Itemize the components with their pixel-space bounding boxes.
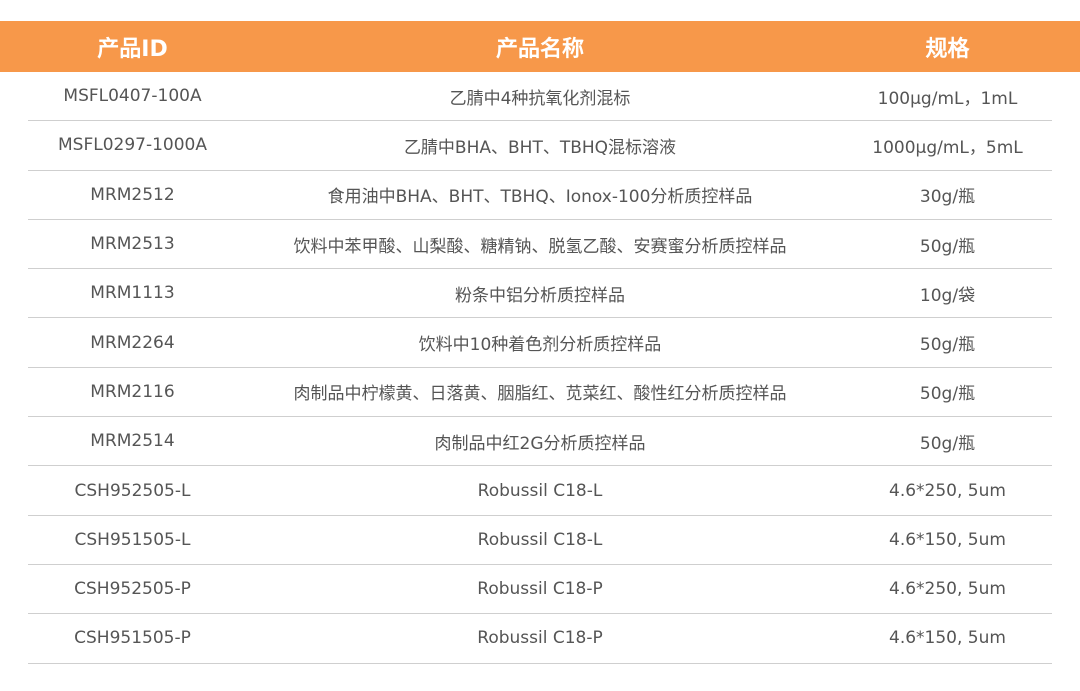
- cell-product-id: CSH951505-P: [74, 628, 191, 649]
- cell-spec: 1000μg/mL，5mL: [872, 137, 1023, 158]
- cell-product-id: MRM2116: [90, 381, 175, 402]
- cell-spec: 50g/瓶: [919, 335, 976, 356]
- cell-product-id: CSH952505-L: [74, 480, 191, 501]
- cell-product-id: MRM2513: [90, 234, 175, 255]
- cell-spec: 50g/瓶: [919, 236, 976, 257]
- table-row: CSH951505-P Robussil C18-P 4.6*150, 5um: [28, 614, 1052, 664]
- cell-product-name: 食用油中BHA、BHT、TBHQ、Ionox-100分析质控样品: [327, 187, 753, 208]
- table-row: MRM2116 肉制品中柠檬黄、日落黄、胭脂红、苋菜红、酸性红分析质控样品 50g/…: [28, 368, 1052, 418]
- table-row: CSH952505-L Robussil C18-L 4.6*250, 5um: [28, 466, 1052, 516]
- table-row: CSH951505-L Robussil C18-L 4.6*150, 5um: [28, 516, 1052, 565]
- cell-product-id: CSH952505-P: [74, 579, 191, 600]
- cell-product-id: MSFL0297-1000A: [58, 135, 207, 156]
- cell-product-name: 粉条中铝分析质控样品: [455, 285, 625, 306]
- cell-product-id: CSH951505-L: [74, 529, 191, 550]
- product-table-body: MSFL0407-100A 乙腈中4种抗氧化剂混标 100μg/mL，1mL MSFL…: [0, 72, 1080, 664]
- table-header: 产品ID 产品名称 规格: [0, 21, 1080, 72]
- cell-spec: 50g/瓶: [919, 433, 976, 454]
- table-row: MRM2264 饮料中10种着色剂分析质控样品 50g/瓶: [28, 318, 1052, 368]
- cell-product-id: MRM2512: [90, 184, 175, 205]
- cell-product-name: 乙腈中BHA、BHT、TBHQ混标溶液: [403, 137, 677, 158]
- table-row: MSFL0297-1000A 乙腈中BHA、BHT、TBHQ混标溶液 1000μg/…: [28, 121, 1052, 171]
- table-row: MRM2514 肉制品中红2G分析质控样品 50g/瓶: [28, 417, 1052, 467]
- header-product-id: 产品ID: [97, 36, 168, 62]
- table-row: CSH952505-P Robussil C18-P 4.6*250, 5um: [28, 565, 1052, 615]
- cell-product-id: MRM2264: [90, 332, 175, 353]
- cell-product-name: Robussil C18-L: [477, 480, 603, 501]
- cell-product-name: Robussil C18-P: [477, 579, 603, 600]
- table-row: MRM2512 食用油中BHA、BHT、TBHQ、Ionox-100分析质控样品 3…: [28, 171, 1052, 220]
- header-product-name: 产品名称: [495, 36, 584, 62]
- table-row: MRM1113 粉条中铝分析质控样品 10g/袋: [28, 269, 1052, 319]
- cell-product-id: MRM2514: [90, 431, 175, 452]
- table-row: MRM2513 饮料中苯甲酸、山梨酸、糖精钠、脱氢乙酸、安赛蜜分析质控样品 50g/…: [28, 220, 1052, 270]
- cell-product-name: 肉制品中红2G分析质控样品: [434, 433, 646, 454]
- cell-spec: 4.6*150, 5um: [889, 529, 1006, 550]
- cell-spec: 50g/瓶: [919, 384, 976, 405]
- cell-product-name: 肉制品中柠檬黄、日落黄、胭脂红、苋菜红、酸性红分析质控样品: [293, 384, 787, 405]
- cell-spec: 30g/瓶: [919, 187, 976, 208]
- cell-product-name: Robussil C18-P: [477, 628, 603, 649]
- cell-spec: 4.6*150, 5um: [889, 628, 1006, 649]
- cell-product-name: 饮料中苯甲酸、山梨酸、糖精钠、脱氢乙酸、安赛蜜分析质控样品: [293, 236, 787, 257]
- cell-spec: 100μg/mL，1mL: [877, 88, 1018, 109]
- table-row: MSFL0407-100A 乙腈中4种抗氧化剂混标 100μg/mL，1mL: [28, 72, 1052, 122]
- cell-spec: 4.6*250, 5um: [889, 480, 1006, 501]
- cell-spec: 10g/袋: [919, 285, 976, 306]
- cell-product-name: 乙腈中4种抗氧化剂混标: [449, 88, 631, 109]
- cell-product-id: MSFL0407-100A: [63, 86, 202, 107]
- header-spec: 规格: [925, 36, 970, 62]
- cell-product-name: Robussil C18-L: [477, 529, 603, 550]
- cell-product-id: MRM1113: [90, 283, 175, 304]
- cell-spec: 4.6*250, 5um: [889, 579, 1006, 600]
- cell-product-name: 饮料中10种着色剂分析质控样品: [418, 335, 662, 356]
